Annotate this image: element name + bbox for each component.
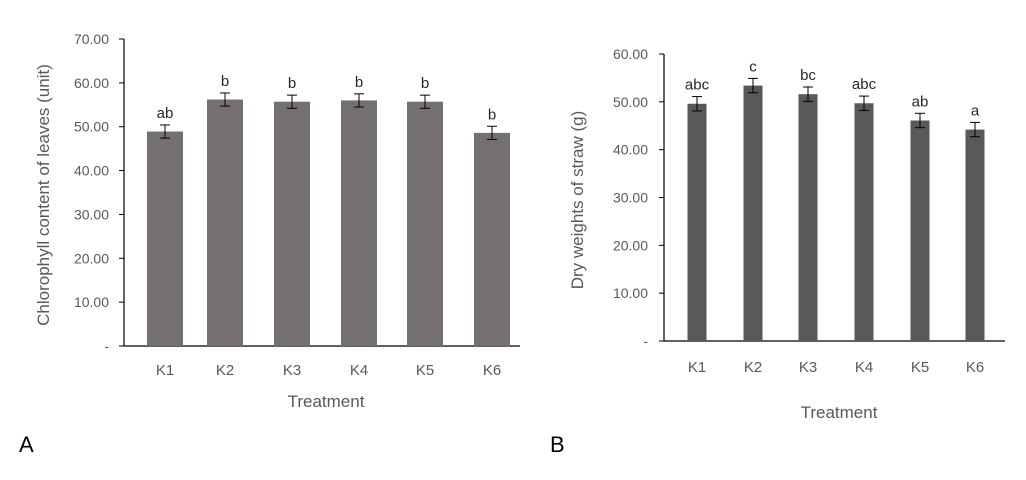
x-axis-title: Treatment — [288, 392, 365, 411]
bar — [341, 100, 377, 347]
category-label: K5 — [416, 362, 434, 379]
panel-label: A — [19, 432, 34, 457]
significance-label: b — [221, 73, 229, 90]
significance-label: b — [288, 75, 296, 92]
significance-label: ab — [912, 93, 929, 110]
significance-label: ab — [157, 105, 174, 122]
y-tick-label: 20.00 — [613, 237, 648, 253]
y-axis-title: Chlorophyll content of leaves (unit) — [34, 64, 53, 326]
bar — [854, 103, 874, 341]
category-label: K1 — [156, 362, 174, 379]
category-label: K6 — [966, 359, 984, 376]
significance-label: b — [355, 74, 363, 91]
bar — [274, 101, 310, 346]
y-tick-label: - — [104, 338, 109, 354]
panel-b: Dry weights of straw (g) Treatment B - 10… — [550, 46, 1005, 457]
y-tick-label: 50.00 — [74, 119, 109, 135]
bar — [407, 101, 443, 346]
bar — [910, 120, 930, 341]
y-tick-label: - — [643, 333, 648, 349]
y-tick-label: 30.00 — [613, 190, 648, 206]
category-label: K1 — [688, 359, 706, 376]
category-label: K4 — [350, 362, 368, 379]
category-label: K4 — [855, 359, 873, 376]
y-tick-label: 40.00 — [74, 163, 109, 179]
significance-label: a — [971, 102, 980, 119]
bar — [147, 131, 183, 346]
significance-label: bc — [800, 67, 816, 84]
y-tick-label: 60.00 — [613, 46, 648, 62]
y-tick-label: 20.00 — [74, 250, 109, 266]
category-label: K3 — [799, 359, 817, 376]
y-tick-label: 70.00 — [74, 31, 109, 47]
category-label: K3 — [283, 362, 301, 379]
bar — [743, 85, 763, 341]
category-label: K2 — [744, 359, 762, 376]
significance-label: c — [749, 58, 757, 75]
y-tick-label: 10.00 — [74, 294, 109, 310]
significance-label: b — [421, 75, 429, 92]
bar — [207, 99, 243, 346]
y-tick-label: 60.00 — [74, 75, 109, 91]
bar — [798, 94, 818, 342]
category-label: K6 — [483, 362, 501, 379]
panel-label: B — [550, 432, 565, 457]
y-axis-title: Dry weights of straw (g) — [568, 111, 587, 290]
category-label: K2 — [216, 362, 234, 379]
y-tick-label: 30.00 — [74, 206, 109, 222]
significance-label: abc — [852, 76, 877, 93]
significance-label: b — [488, 106, 496, 123]
significance-label: abc — [685, 77, 710, 94]
bar — [965, 129, 985, 341]
y-tick-label: 10.00 — [613, 285, 648, 301]
bar — [474, 132, 510, 346]
bar — [687, 103, 707, 341]
y-tick-label: 50.00 — [613, 94, 648, 110]
category-label: K5 — [911, 359, 929, 376]
x-axis-title: Treatment — [801, 403, 878, 422]
y-tick-label: 40.00 — [613, 142, 648, 158]
panel-a: Chlorophyll content of leaves (unit) Tre… — [19, 31, 520, 457]
